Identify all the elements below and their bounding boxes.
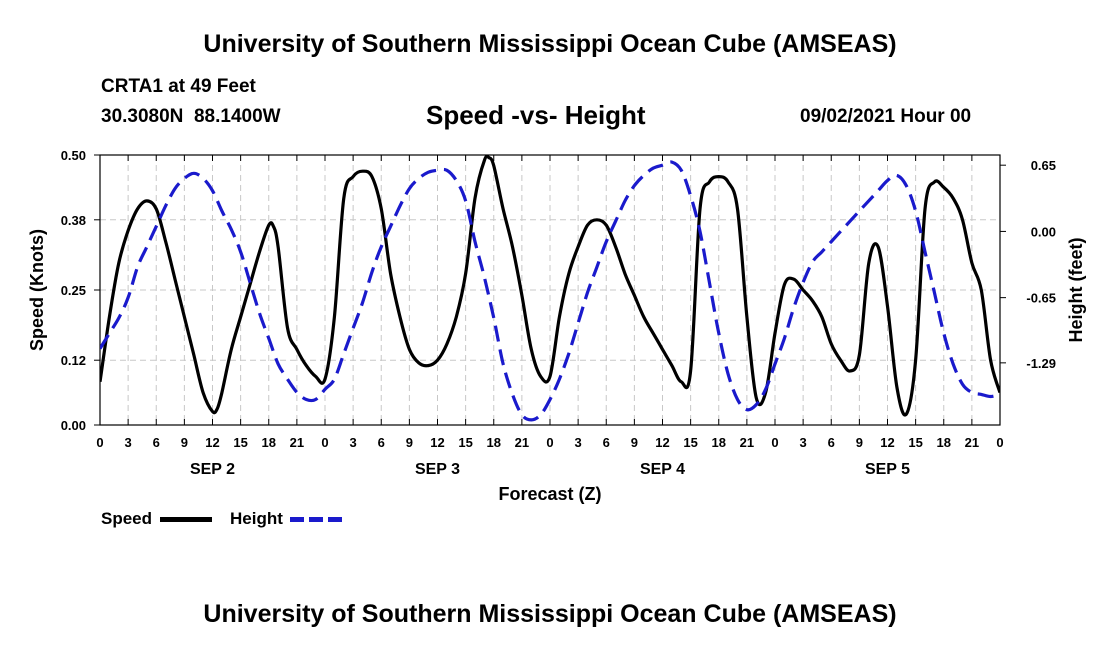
- day-label: SEP 4: [640, 461, 685, 478]
- x-tick-label: 0: [771, 435, 778, 450]
- y-left-tick-label: 0.25: [61, 283, 86, 298]
- day-label: SEP 2: [190, 461, 235, 478]
- x-tick-label: 0: [96, 435, 103, 450]
- x-tick-label: 6: [378, 435, 385, 450]
- x-tick-label: 3: [350, 435, 357, 450]
- y-right-tick-label: 0.00: [1031, 224, 1056, 239]
- forecast-datetime: 09/02/2021 Hour 00: [800, 106, 972, 127]
- x-tick-label: 12: [205, 435, 219, 450]
- day-label: SEP 5: [865, 461, 910, 478]
- x-tick-label: 6: [828, 435, 835, 450]
- x-tick-label: 18: [712, 435, 726, 450]
- y-right-tick-label: 0.65: [1031, 158, 1056, 173]
- y-left-tick-label: 0.00: [61, 418, 86, 433]
- report-title: University of Southern Mississippi Ocean…: [203, 30, 897, 58]
- legend-speed-swatch: [160, 517, 212, 522]
- x-tick-label: 9: [856, 435, 863, 450]
- legend-height-swatch: [290, 517, 342, 522]
- x-tick-label: 21: [515, 435, 529, 450]
- day-label: SEP 3: [415, 461, 460, 478]
- x-tick-label: 18: [487, 435, 501, 450]
- legend-speed-label: Speed: [101, 509, 153, 528]
- x-tick-label: 3: [575, 435, 582, 450]
- x-tick-label: 6: [153, 435, 160, 450]
- x-tick-label: 3: [125, 435, 132, 450]
- y-left-tick-label: 0.38: [61, 213, 86, 228]
- x-tick-label: 12: [430, 435, 444, 450]
- x-tick-label: 21: [965, 435, 979, 450]
- x-tick-label: 6: [603, 435, 610, 450]
- x-tick-label: 21: [740, 435, 754, 450]
- speed-height-chart: 0 3 6 9 12 15 18 21 0 3 6 9 12 15 18 21 0 3 6 9 12 15 18 21 0 3 6 9…: [27, 148, 1086, 504]
- y-right-axis-label: Height (feet): [1066, 238, 1086, 343]
- y-left-axis-label: Speed (Knots): [27, 229, 47, 351]
- footer-title: University of Southern Mississippi Ocean…: [203, 600, 897, 628]
- y-right-tick-label: -1.29: [1026, 356, 1056, 371]
- x-tick-label: 15: [233, 435, 247, 450]
- x-tick-label: 21: [290, 435, 304, 450]
- x-tick-label: 0: [546, 435, 553, 450]
- station-coords: 30.3080N 88.1400W: [101, 106, 281, 127]
- x-tick-label: 12: [880, 435, 894, 450]
- x-tick-label: 15: [908, 435, 922, 450]
- x-tick-label: 0: [321, 435, 328, 450]
- x-axis-label: Forecast (Z): [498, 484, 601, 504]
- x-tick-label: 9: [631, 435, 638, 450]
- chart-title: Speed -vs- Height: [426, 100, 646, 130]
- x-tick-label: 0: [996, 435, 1003, 450]
- x-tick-label: 18: [937, 435, 951, 450]
- x-tick-label: 9: [181, 435, 188, 450]
- x-tick-label: 18: [262, 435, 276, 450]
- series-line-height: [100, 160, 1000, 422]
- x-tick-label: 15: [683, 435, 697, 450]
- y-left-tick-label: 0.50: [61, 148, 86, 163]
- x-tick-label: 3: [800, 435, 807, 450]
- legend-height-label: Height: [230, 509, 283, 528]
- x-tick-label: 9: [406, 435, 413, 450]
- station-label: CRTA1 at 49 Feet: [101, 76, 256, 97]
- x-tick-label: 12: [655, 435, 669, 450]
- series-line-speed: [100, 154, 1000, 417]
- y-left-tick-label: 0.12: [61, 353, 86, 368]
- y-right-tick-label: -0.65: [1026, 291, 1056, 306]
- x-tick-label: 15: [458, 435, 472, 450]
